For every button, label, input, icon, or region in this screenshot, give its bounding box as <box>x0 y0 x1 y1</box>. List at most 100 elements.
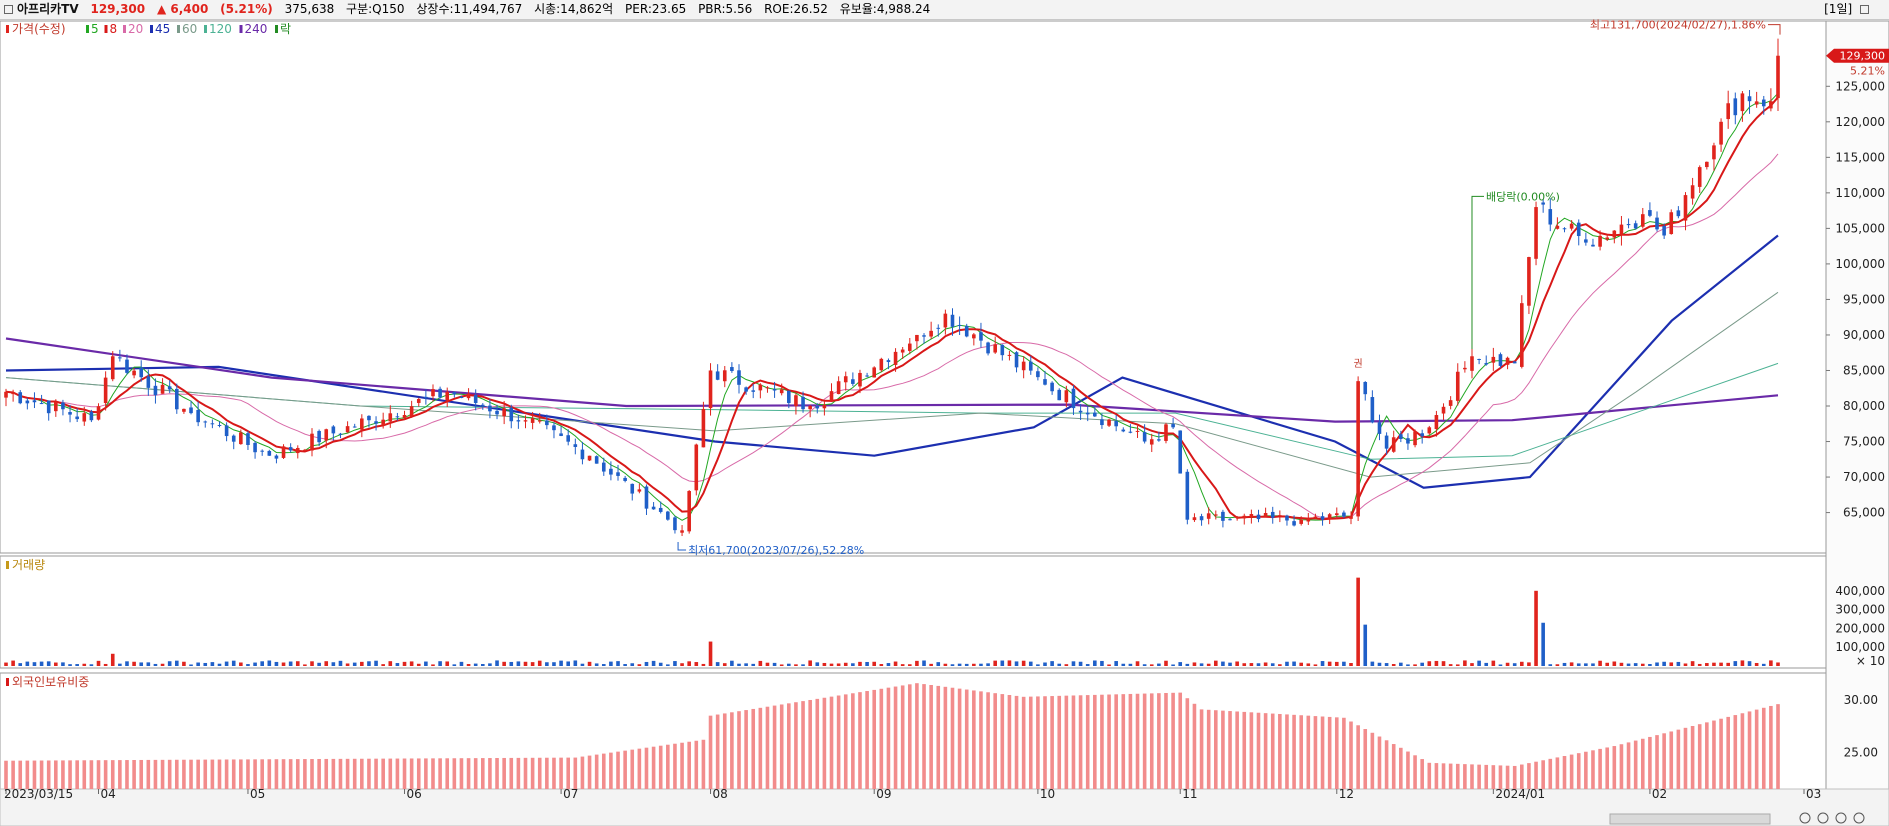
low-note: 최저61,700(2023/07/26),52.28% <box>688 544 864 557</box>
candle-body <box>438 388 442 398</box>
volume-bar <box>239 662 243 666</box>
zoom-icon[interactable] <box>1835 812 1847 824</box>
candle-body <box>715 371 720 380</box>
volume-bar <box>246 664 250 666</box>
foreign-bar <box>1527 763 1531 789</box>
volume-bar <box>381 664 385 666</box>
candle-body <box>658 507 663 512</box>
candle-body <box>751 390 756 392</box>
zoom-icon[interactable] <box>1853 812 1865 824</box>
foreign-bar <box>730 712 734 789</box>
candle-body <box>680 530 684 533</box>
period-selector[interactable]: [1일] <box>1824 2 1853 16</box>
candle-body <box>317 430 321 443</box>
foreign-bar <box>972 690 976 789</box>
volume-bar <box>758 660 763 666</box>
candle-body <box>54 401 58 412</box>
foreign-bar <box>1633 740 1638 789</box>
candle-body <box>1548 209 1553 225</box>
volume-bar <box>801 664 805 666</box>
foreign-bar <box>103 760 108 789</box>
foreign-bar <box>46 760 51 789</box>
candle-body <box>1669 212 1674 235</box>
foreign-bar <box>1697 724 1702 789</box>
volume-bar <box>1761 663 1766 666</box>
zoom-icon[interactable] <box>1817 812 1829 824</box>
volume-bar <box>1221 661 1225 666</box>
volume-bar <box>61 662 65 666</box>
candle-body <box>1014 352 1019 368</box>
foreign-bar <box>82 760 87 789</box>
volume-bar <box>1028 661 1033 666</box>
candle-body <box>267 450 272 456</box>
candle-body <box>1434 415 1439 430</box>
foreign-bar <box>1085 695 1090 789</box>
foreign-bar <box>4 760 8 789</box>
volume-bar <box>438 661 442 666</box>
volume-bar <box>808 660 812 666</box>
foreign-bar <box>886 687 891 789</box>
volume-bar <box>1278 664 1282 666</box>
foreign-bar <box>1406 751 1410 789</box>
volume-bar <box>25 661 30 666</box>
volume-bar <box>1114 661 1118 666</box>
candle-body <box>530 418 535 423</box>
candle-body <box>1064 390 1069 403</box>
volume-bar <box>488 663 492 666</box>
header-window-icon[interactable] <box>4 5 13 14</box>
foreign-bar <box>1662 733 1666 789</box>
legend-ma-label: 5 <box>91 22 99 36</box>
candle-body <box>1384 435 1389 449</box>
volume-bar <box>18 663 23 666</box>
minimize-icon[interactable] <box>1860 5 1869 14</box>
volume-bar <box>1534 590 1538 666</box>
volume-bar <box>666 664 670 666</box>
volume-bar <box>1185 663 1190 666</box>
volume-bar <box>416 663 421 666</box>
foreign-bar <box>374 758 378 789</box>
volume-bar <box>744 663 748 666</box>
foreign-bar <box>167 759 172 789</box>
candle-body <box>772 389 777 391</box>
volume-bar <box>431 664 435 666</box>
foreign-bar <box>751 708 756 789</box>
candle-body <box>110 356 115 380</box>
volume-title: 거래량 <box>12 558 45 572</box>
candle-body <box>957 324 962 326</box>
volume-bar <box>1149 664 1154 666</box>
volume-bar <box>680 663 684 666</box>
foreign-bar <box>580 756 585 789</box>
volume-bar <box>1178 662 1183 666</box>
volume-bar <box>445 661 450 666</box>
foreign-bar <box>815 698 820 789</box>
foreign-bar <box>1534 761 1538 789</box>
candle-body <box>865 375 869 377</box>
date-tick-label: 08 <box>713 787 728 801</box>
volume-bar <box>900 664 905 666</box>
candle-body <box>765 387 770 389</box>
foreign-bar <box>409 758 414 789</box>
foreign-y-tick-label: 30.00 <box>1844 693 1878 707</box>
foreign-bar <box>673 743 677 789</box>
price-panel <box>0 20 1827 554</box>
candle-body <box>687 491 691 532</box>
volume-bar <box>1071 661 1076 666</box>
volume-bar <box>1334 661 1339 666</box>
candle-body <box>203 421 208 423</box>
volume-bar <box>936 662 941 666</box>
volume-bar <box>1648 664 1652 666</box>
candle-body <box>488 405 492 412</box>
zoom-icon[interactable] <box>1799 812 1811 824</box>
volume-bar <box>473 663 478 666</box>
stock-name: 아프리카TV <box>17 2 79 16</box>
candle-body <box>979 332 983 341</box>
date-tick-label: 09 <box>876 787 891 801</box>
foreign-bar <box>708 715 713 789</box>
candle-body <box>402 414 407 418</box>
foreign-bar <box>1747 711 1752 789</box>
date-tick-label: 06 <box>407 787 422 801</box>
volume-bar <box>594 663 599 666</box>
volume-bar <box>552 662 556 666</box>
candle-body <box>431 389 435 397</box>
foreign-bar <box>616 751 620 789</box>
